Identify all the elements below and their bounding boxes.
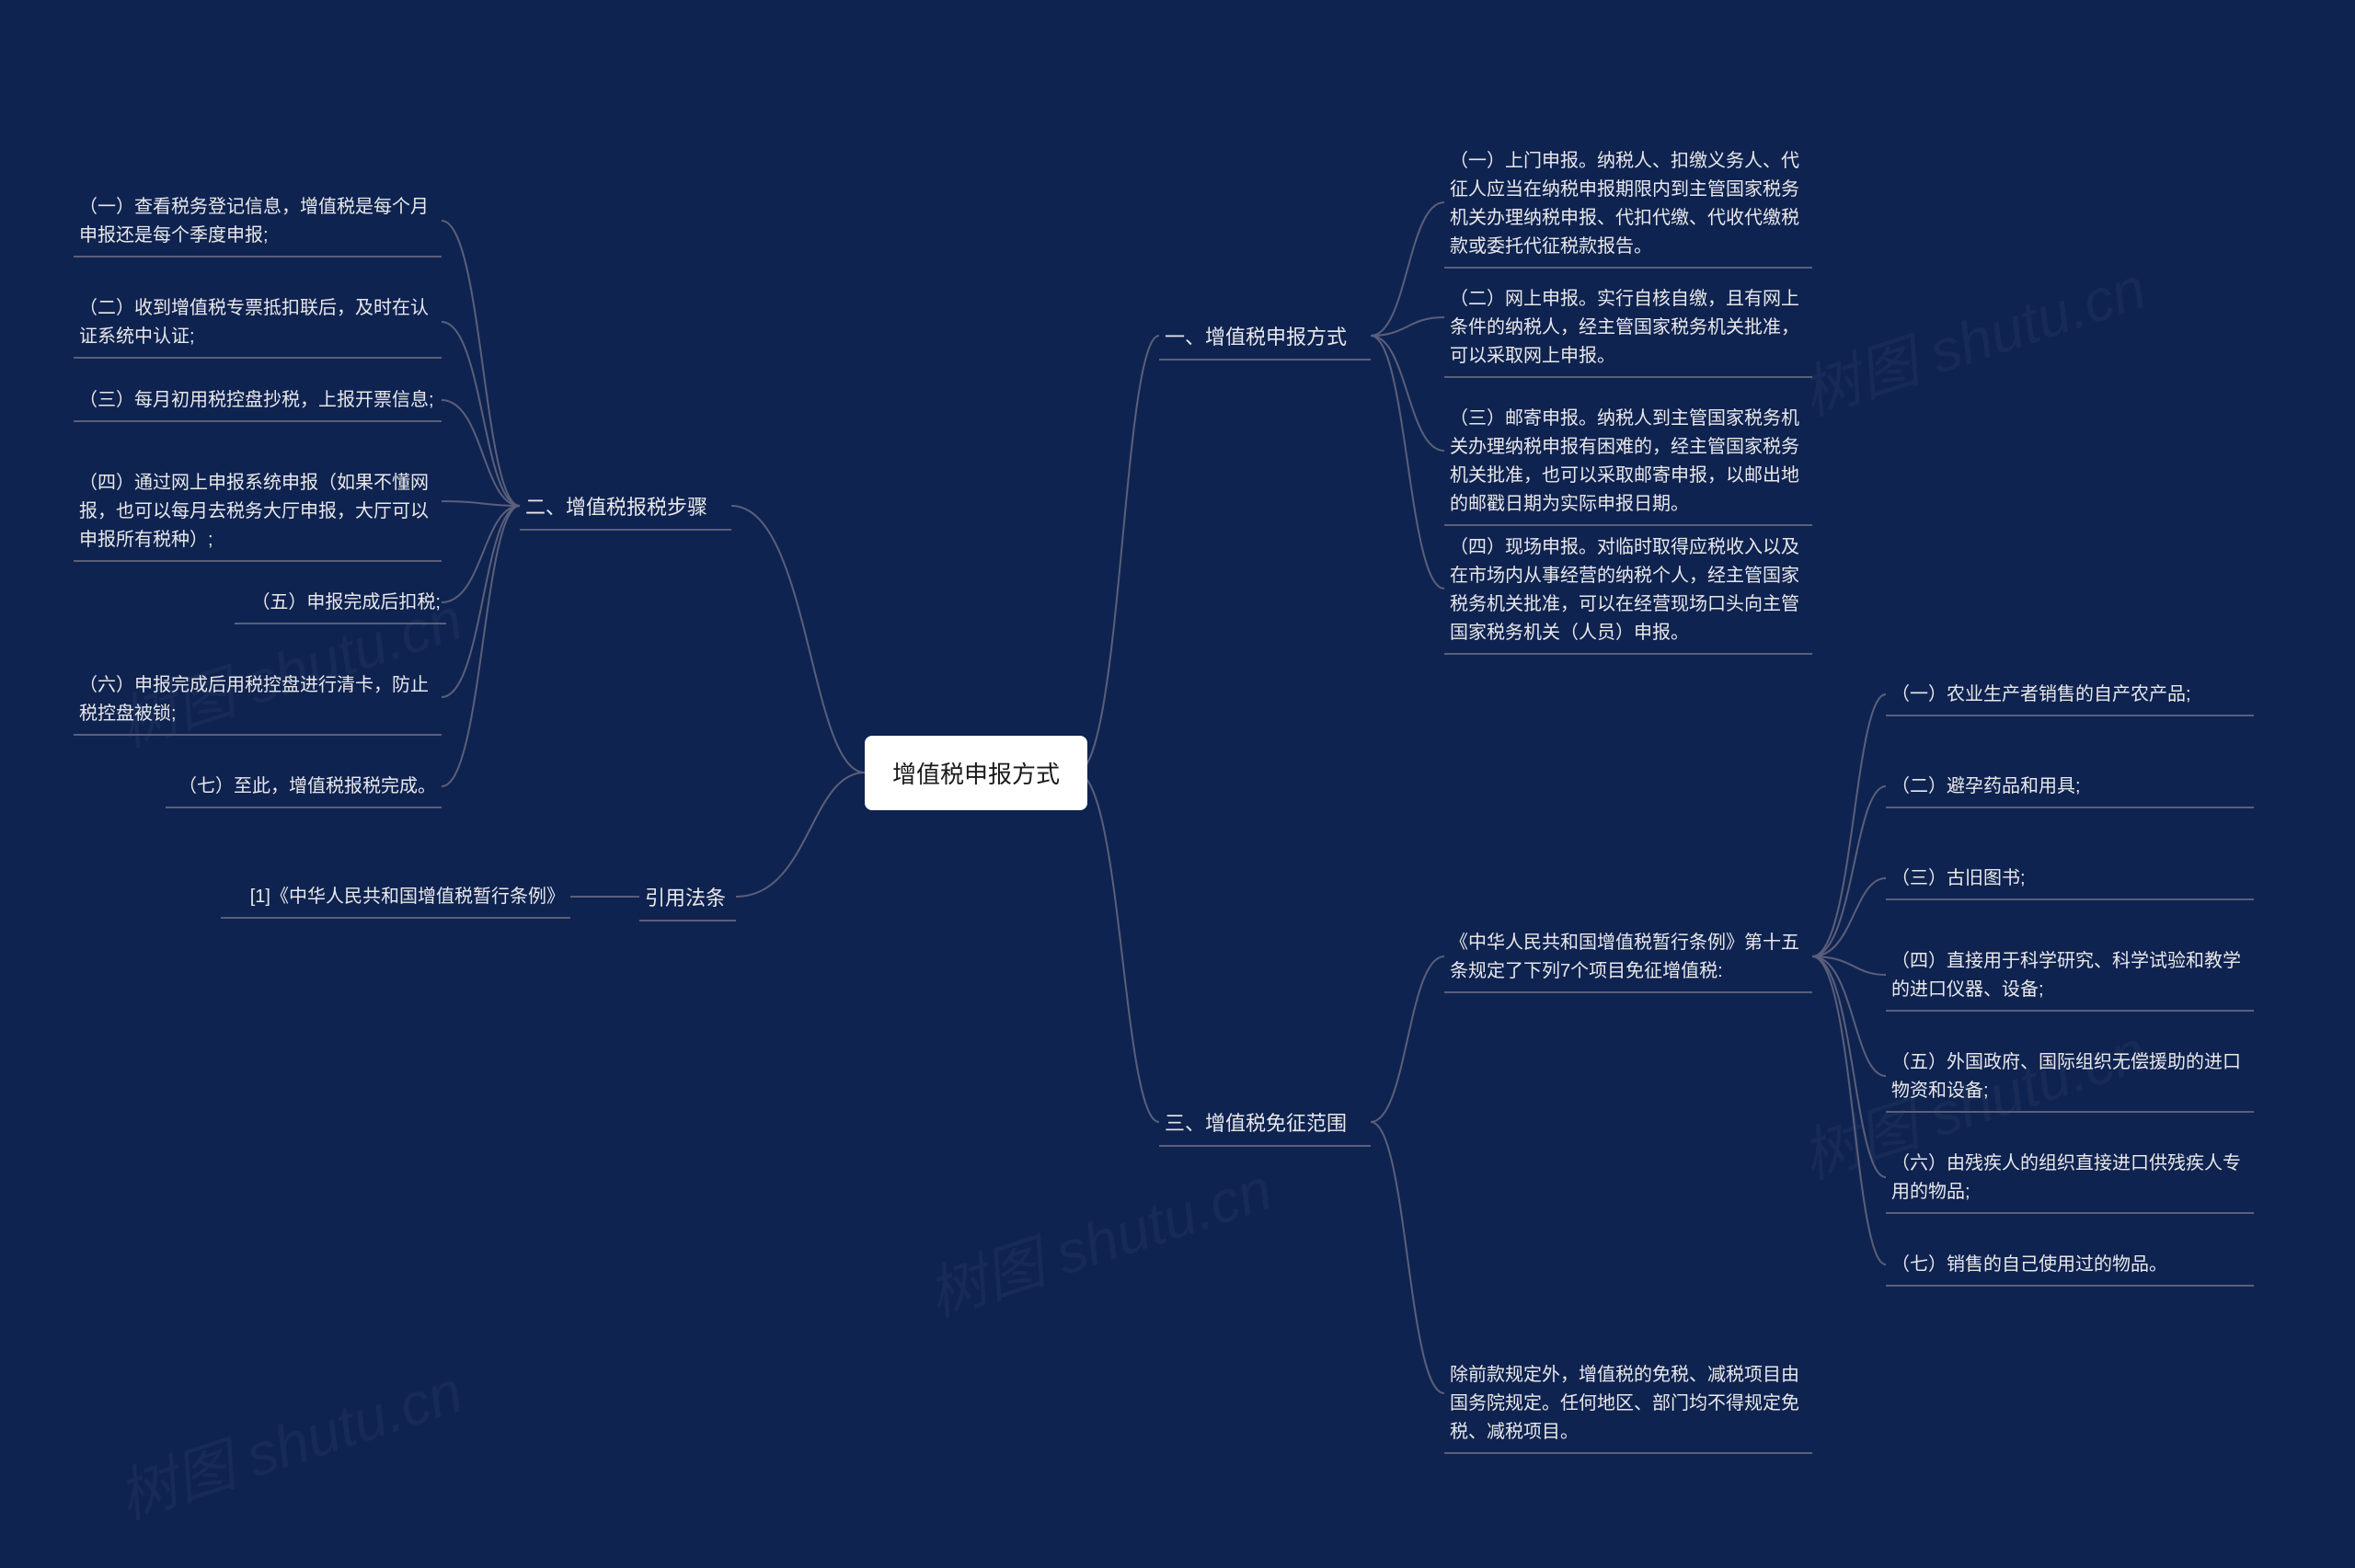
- watermark: 树图 shutu.cn: [915, 1142, 1281, 1333]
- leaf-node: （三）古旧图书;: [1886, 864, 2254, 900]
- leaf-node: （一）查看税务登记信息，增值税是每个月申报还是每个季度申报;: [74, 193, 442, 258]
- branch-node: 引用法条: [639, 883, 736, 921]
- watermark: 树图 shutu.cn: [106, 1345, 471, 1535]
- leaf-node: （五）外国政府、国际组织无偿援助的进口物资和设备;: [1886, 1048, 2254, 1113]
- sub-branch-node: 《中华人民共和国增值税暂行条例》第十五条规定了下列7个项目免征增值税:: [1444, 929, 1812, 993]
- branch-node: 二、增值税报税步骤: [520, 492, 731, 531]
- leaf-node: （五）申报完成后扣税;: [235, 589, 446, 624]
- leaf-node: （四）现场申报。对临时取得应税收入以及在市场内从事经营的纳税个人，经主管国家税务…: [1444, 533, 1812, 655]
- branch-node: 一、增值税申报方式: [1159, 322, 1371, 361]
- leaf-node: （六）申报完成后用税控盘进行清卡，防止税控盘被锁;: [74, 671, 442, 736]
- root-node: 增值税申报方式: [865, 736, 1087, 810]
- branch-node: 三、增值税免征范围: [1159, 1108, 1371, 1147]
- leaf-node: （一）农业生产者销售的自产农产品;: [1886, 681, 2254, 716]
- leaf-node: （六）由残疾人的组织直接进口供残疾人专用的物品;: [1886, 1150, 2254, 1214]
- leaf-node: （三）每月初用税控盘抄税，上报开票信息;: [74, 386, 442, 422]
- leaf-node: [1]《中华人民共和国增值税暂行条例》: [221, 883, 570, 919]
- leaf-node: （一）上门申报。纳税人、扣缴义务人、代征人应当在纳税申报期限内到主管国家税务机关…: [1444, 147, 1812, 269]
- mindmap-canvas: 树图 shutu.cn 树图 shutu.cn 树图 shutu.cn 树图 s…: [0, 0, 2355, 1568]
- leaf-node: （七）销售的自己使用过的物品。: [1886, 1251, 2254, 1287]
- watermark: 树图 shutu.cn: [1789, 241, 2154, 431]
- leaf-node: （四）通过网上申报系统申报（如果不懂网报，也可以每月去税务大厅申报，大厅可以申报…: [74, 469, 442, 562]
- leaf-node: （三）邮寄申报。纳税人到主管国家税务机关办理纳税申报有困难的，经主管国家税务机关…: [1444, 405, 1812, 526]
- leaf-node: （二）收到增值税专票抵扣联后，及时在认证系统中认证;: [74, 294, 442, 359]
- leaf-node: 除前款规定外，增值税的免税、减税项目由国务院规定。任何地区、部门均不得规定免税、…: [1444, 1361, 1812, 1454]
- leaf-node: （二）避孕药品和用具;: [1886, 773, 2254, 808]
- leaf-node: （七）至此，增值税报税完成。: [166, 773, 442, 808]
- leaf-node: （二）网上申报。实行自核自缴，且有网上条件的纳税人，经主管国家税务机关批准，可以…: [1444, 285, 1812, 378]
- leaf-node: （四）直接用于科学研究、科学试验和教学的进口仪器、设备;: [1886, 947, 2254, 1012]
